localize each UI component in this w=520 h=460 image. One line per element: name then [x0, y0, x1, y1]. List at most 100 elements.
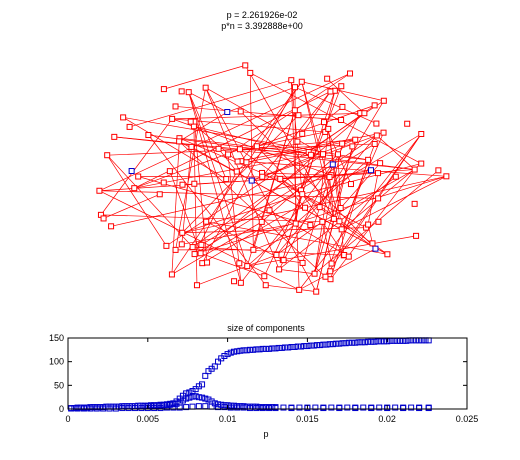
graph-node: [243, 159, 250, 166]
component-size-point: [313, 342, 320, 349]
graph-nodes: [96, 62, 450, 295]
graph-edge: [322, 169, 415, 223]
x-tick-label: 0.02: [378, 414, 396, 424]
component-size-point: [412, 337, 419, 344]
graph-node: [330, 215, 337, 222]
graph-edge: [181, 146, 192, 245]
component-size-point: [266, 405, 273, 412]
component-size-point: [202, 395, 209, 402]
graph-edge: [138, 176, 330, 178]
component-size-point: [227, 349, 234, 356]
graph-node: [320, 119, 327, 126]
graph-edge: [172, 112, 365, 120]
graph-edge: [205, 87, 324, 155]
graph-node: [288, 77, 295, 84]
component-size-point: [138, 405, 145, 412]
component-size-point: [320, 405, 327, 412]
graph-edge: [323, 90, 336, 123]
graph-edge: [200, 112, 365, 254]
graph-edge: [171, 81, 303, 275]
graph-node: [160, 86, 167, 93]
graph-edge: [301, 91, 331, 135]
graph-edge: [227, 73, 351, 155]
graph-node: [225, 151, 232, 158]
component-size-point: [280, 404, 287, 411]
component-size-point: [339, 340, 346, 347]
graph-edge: [175, 87, 206, 250]
graph-node: [204, 259, 211, 266]
graph-edge: [196, 254, 277, 286]
graph-node: [320, 151, 327, 158]
graph-node: [326, 174, 333, 181]
graph-node: [291, 107, 298, 114]
component-size-point: [246, 403, 253, 410]
graph-node: [299, 259, 306, 266]
component-size-point: [371, 338, 378, 345]
component-size-point: [278, 344, 285, 351]
component-size-point: [269, 404, 276, 411]
x-tick-label: 0.025: [456, 414, 479, 424]
graph-node: [96, 187, 103, 194]
graph-edge: [193, 126, 198, 286]
graph-node: [316, 204, 323, 211]
graph-node: [258, 218, 265, 225]
component-size-point: [202, 403, 209, 410]
component-size-point: [361, 339, 368, 346]
graph-edge: [218, 148, 238, 172]
graph-node: [327, 268, 334, 275]
graph-node: [203, 218, 210, 225]
graph-edge: [138, 176, 311, 226]
graph-edge: [325, 143, 376, 277]
graph-node: [375, 218, 382, 225]
component-size-point: [282, 344, 289, 351]
graph-node: [435, 167, 442, 174]
component-size-point: [183, 395, 190, 402]
component-size-point: [234, 348, 241, 355]
component-size-point: [215, 404, 222, 411]
graph-edge: [326, 78, 365, 114]
component-size-point: [122, 403, 129, 410]
graph-node: [380, 129, 387, 136]
graph-edge: [327, 128, 343, 230]
graph-node: [334, 151, 341, 158]
graph-node: [347, 181, 354, 188]
component-size-point: [195, 394, 202, 401]
component-size-point: [132, 405, 139, 412]
graph-edge: [294, 86, 377, 124]
graph-node: [339, 103, 346, 110]
component-size-point: [312, 404, 319, 411]
graph-edge: [290, 80, 300, 290]
x-axis: 0 0.005 0.01 0.015 0.02 0.025: [65, 338, 478, 424]
graph-edge: [188, 91, 228, 113]
graph-node: [168, 271, 175, 278]
graph-node: [338, 116, 345, 123]
component-size-point: [298, 343, 305, 350]
component-size-point: [358, 339, 365, 346]
graph-edge: [178, 141, 326, 277]
graph-node: [187, 118, 194, 125]
x-axis-label: p: [263, 429, 268, 439]
graph-edge: [129, 79, 292, 128]
graph-edge: [106, 155, 167, 247]
graph-node: [169, 115, 176, 122]
component-size-point: [157, 405, 164, 412]
component-size-point: [109, 403, 116, 410]
component-size-point: [237, 403, 244, 410]
graph-edge: [302, 164, 334, 264]
graph-node: [202, 84, 209, 91]
graph-node: [349, 143, 356, 150]
graph-node: [233, 168, 240, 175]
graph-edge: [314, 143, 343, 274]
graph-edge: [301, 81, 384, 102]
graph-edge: [321, 221, 332, 264]
component-size-point: [189, 393, 196, 400]
graph-edge: [256, 145, 303, 195]
component-size-point: [392, 404, 399, 411]
graph-node: [338, 83, 345, 90]
graph-edge: [239, 148, 388, 255]
graph-node: [197, 250, 204, 257]
x-tick-label: 0.01: [219, 414, 237, 424]
graph-node: [253, 143, 260, 150]
component-size-point: [374, 338, 381, 345]
graph-edge: [279, 178, 306, 208]
